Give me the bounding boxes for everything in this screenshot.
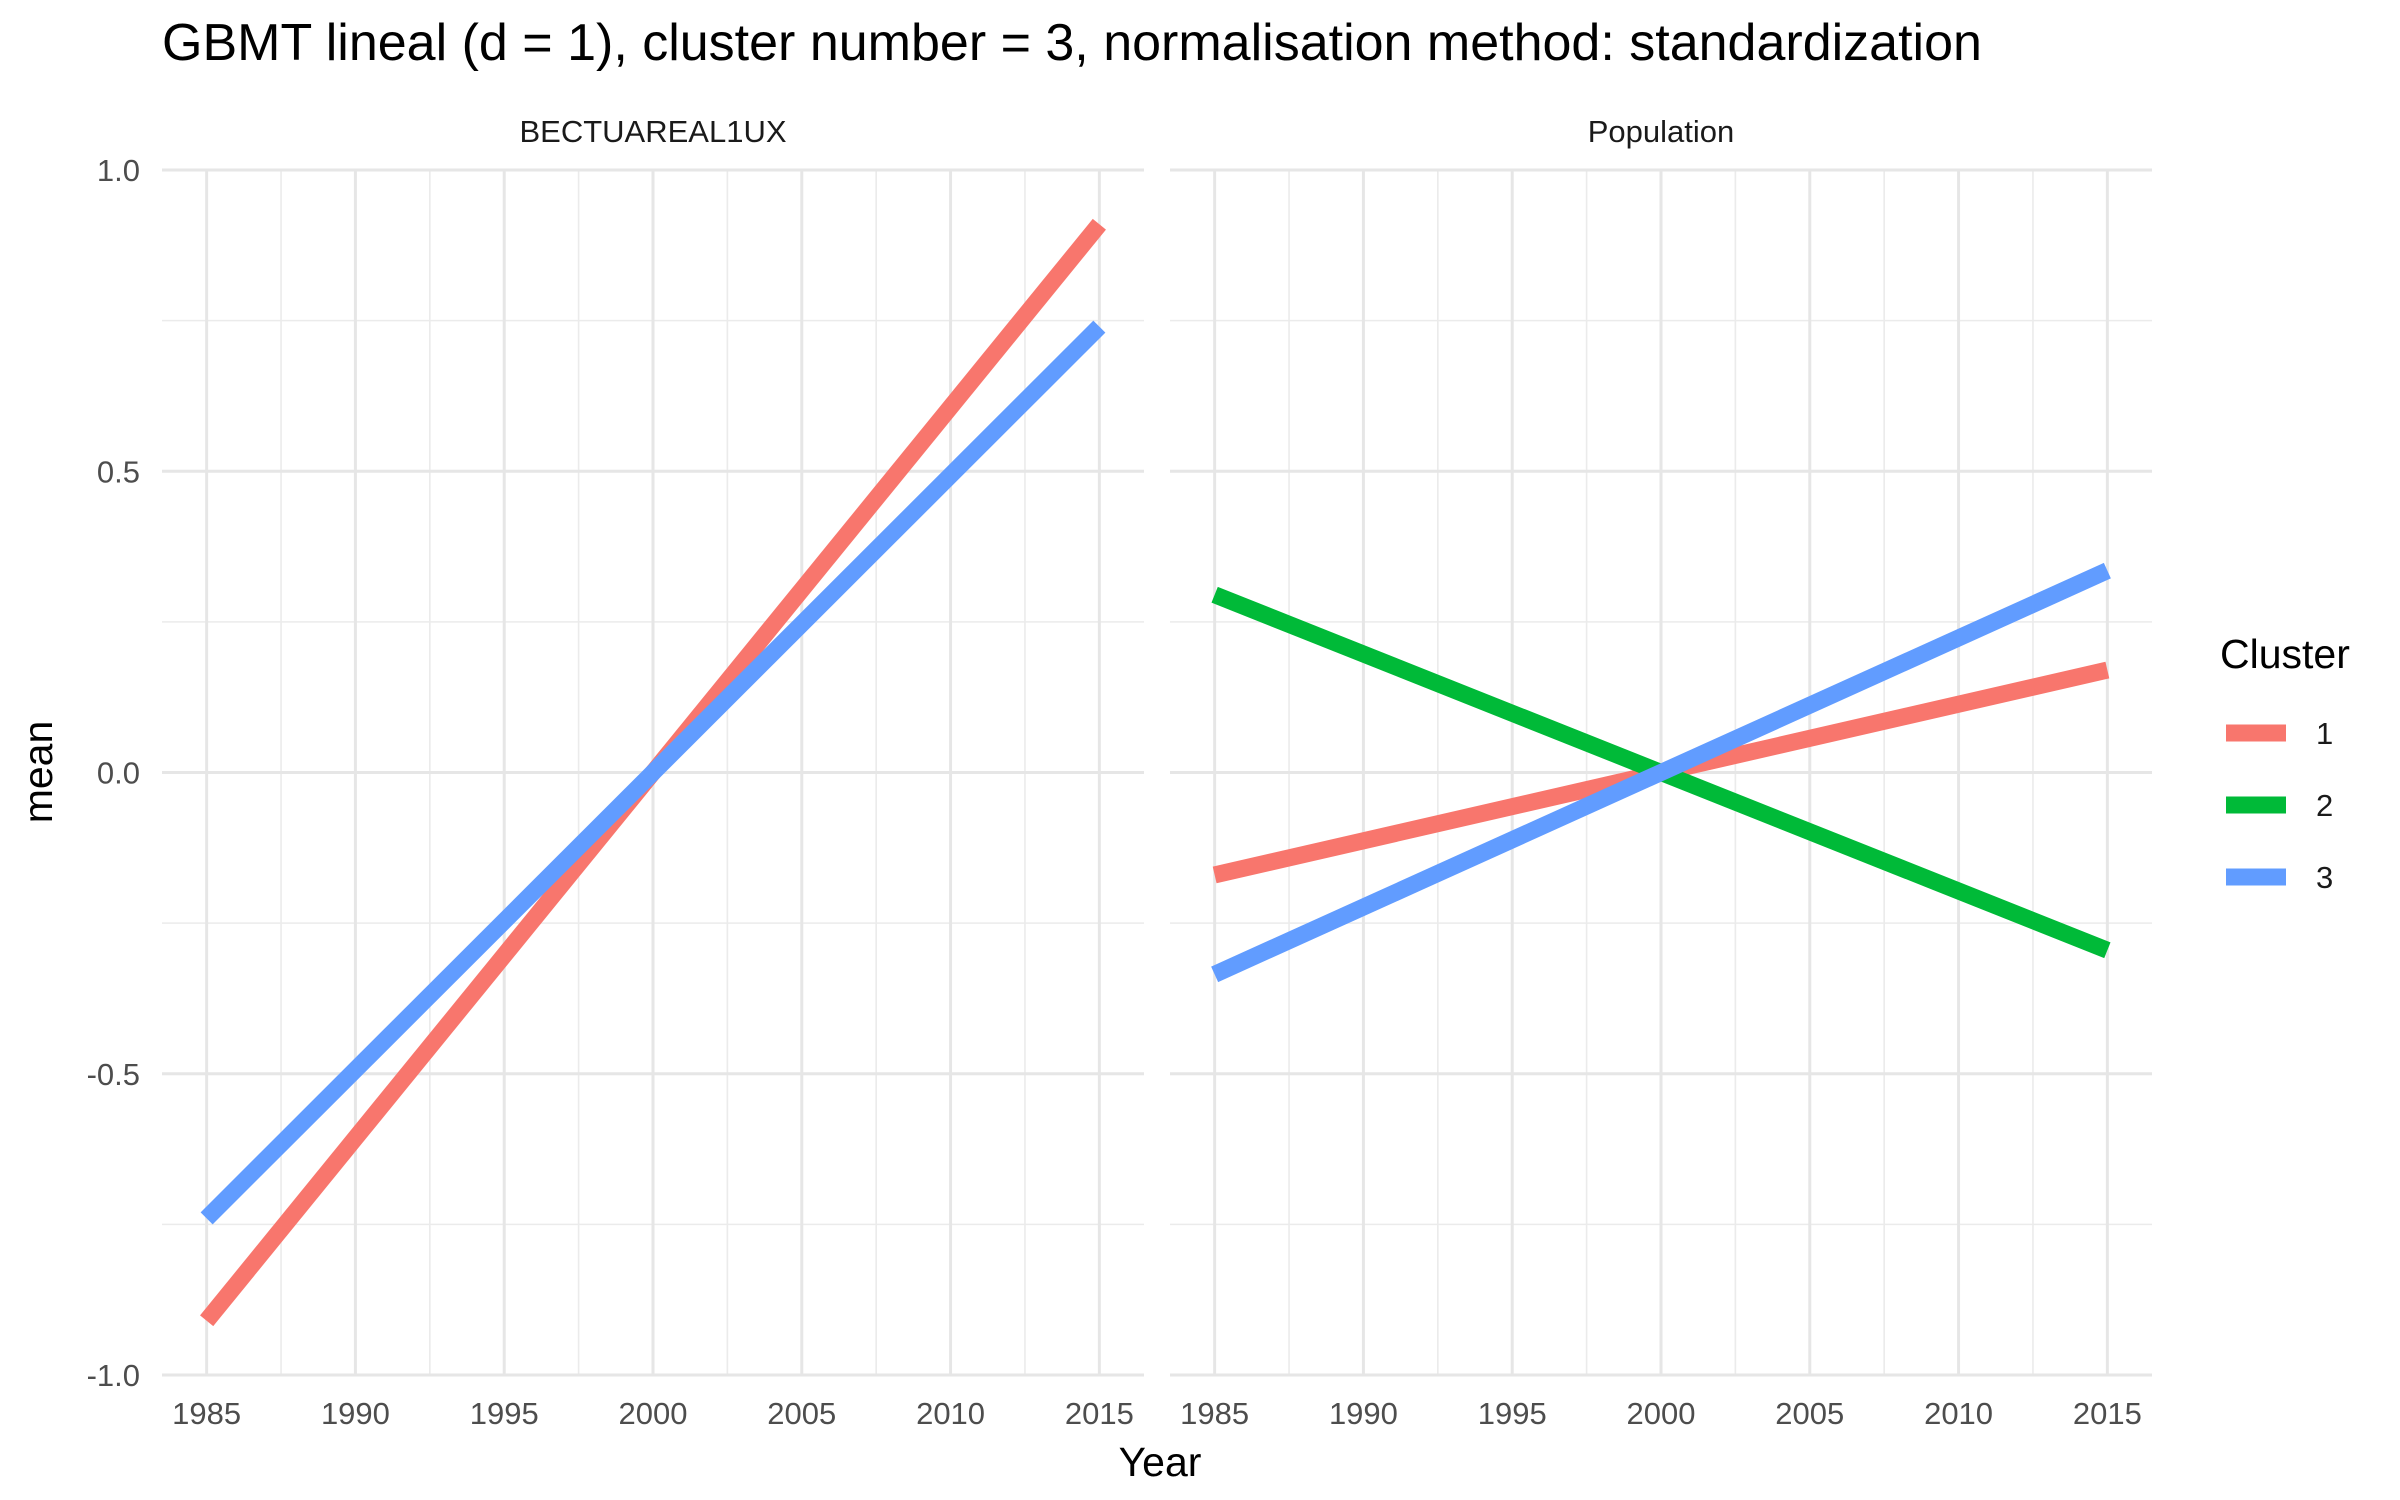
legend-item-cluster-2: 2: [2226, 788, 2333, 823]
x-tick-label: 1995: [1478, 1396, 1547, 1431]
y-axis: -1.0 -0.5 0.0 0.5 1.0: [87, 153, 140, 1393]
x-tick-label: 1990: [1329, 1396, 1398, 1431]
series-line-cluster-3: [200, 320, 1106, 1225]
x-tick-label: 2000: [619, 1396, 688, 1431]
x-tick-label: 1995: [470, 1396, 539, 1431]
x-tick-label: 1985: [1180, 1396, 1249, 1431]
legend-label: 3: [2316, 860, 2333, 895]
panel-2-strip-label: Population: [1588, 114, 1735, 149]
legend-label: 1: [2316, 716, 2333, 751]
panel-1: BECTUAREAL1UX 1985 1990 1995 2000 2005 2010 201…: [162, 114, 1144, 1431]
panel-2-grid: [1170, 168, 2152, 1377]
y-tick-label: -0.5: [87, 1057, 140, 1092]
legend: Cluster 1 2 3: [2220, 631, 2350, 895]
x-tick-label: 2015: [2073, 1396, 2142, 1431]
x-tick-label: 2010: [916, 1396, 985, 1431]
x-tick-label: 2010: [1924, 1396, 1993, 1431]
chart-title: GBMT lineal (d = 1), cluster number = 3,…: [162, 14, 1982, 72]
x-tick-label: 2005: [767, 1396, 836, 1431]
x-tick-label: 1990: [321, 1396, 390, 1431]
y-tick-label: 1.0: [97, 153, 140, 188]
x-axis-title: Year: [1119, 1439, 1202, 1485]
y-tick-label: 0.0: [97, 756, 140, 791]
y-axis-title: mean: [15, 721, 61, 824]
panel-1-strip-label: BECTUAREAL1UX: [519, 114, 786, 149]
panel-2: Population 1985 1990 1995 2000 2005 2010 2015: [1170, 114, 2152, 1431]
y-tick-label: -1.0: [87, 1358, 140, 1393]
x-tick-label: 1985: [172, 1396, 241, 1431]
x-tick-label: 2000: [1627, 1396, 1696, 1431]
x-tick-label: 2015: [1065, 1396, 1134, 1431]
x-tick-label: 2005: [1775, 1396, 1844, 1431]
legend-label: 2: [2316, 788, 2333, 823]
panels: BECTUAREAL1UX 1985 1990 1995 2000 2005 2010 201…: [162, 114, 2152, 1431]
y-tick-label: 0.5: [97, 454, 140, 489]
legend-title: Cluster: [2220, 631, 2350, 677]
legend-item-cluster-3: 3: [2226, 860, 2333, 895]
series-line-cluster-3: [1211, 562, 2111, 983]
legend-item-cluster-1: 1: [2226, 716, 2333, 751]
